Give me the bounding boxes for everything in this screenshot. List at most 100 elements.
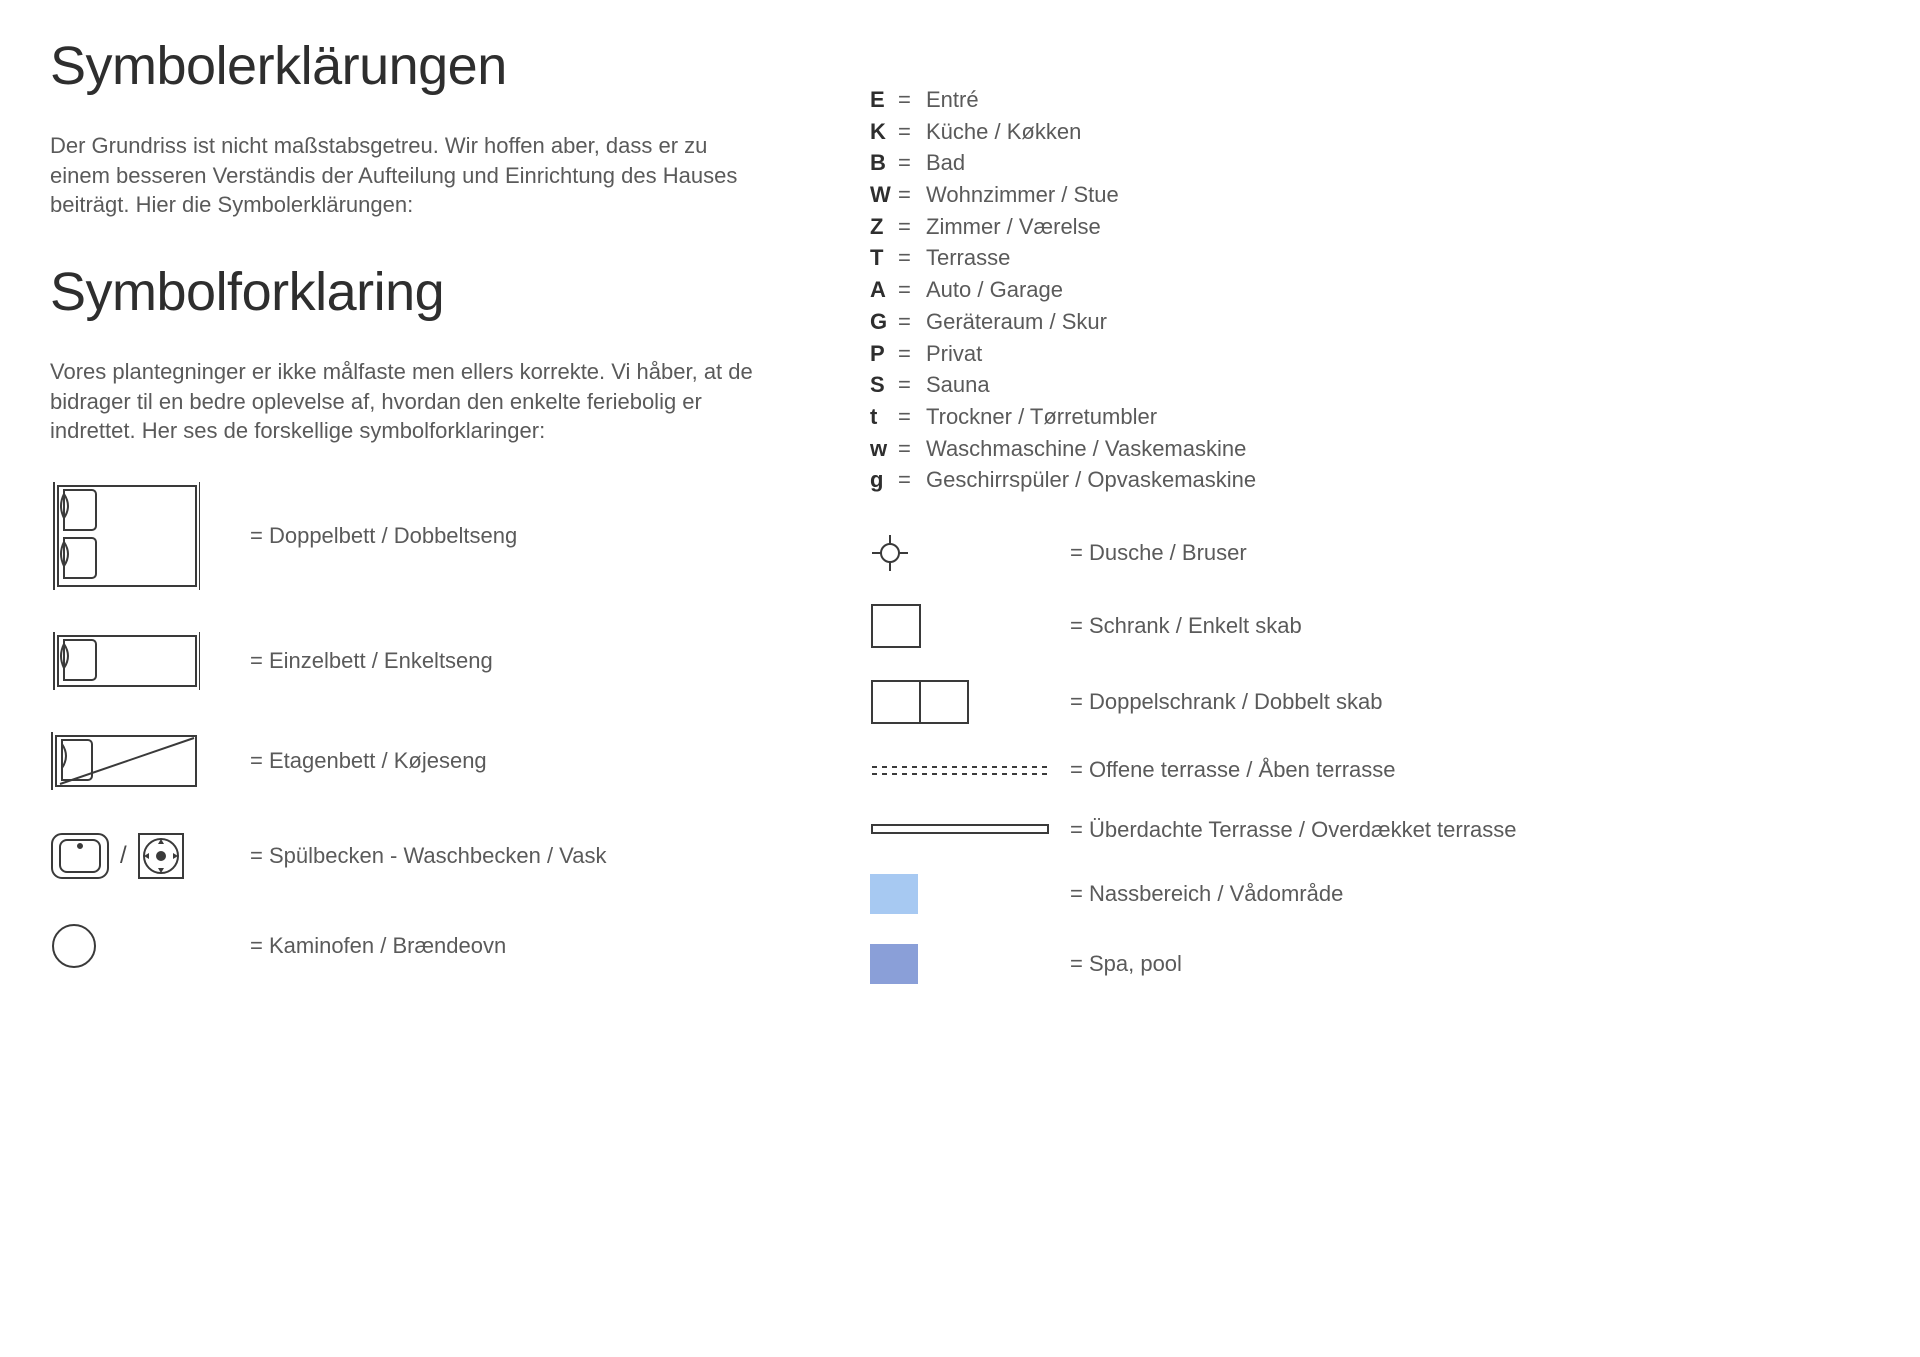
letter-row: G=Geräteraum / Skur: [870, 307, 1870, 337]
equals-sign: =: [898, 212, 926, 242]
letter-key: E: [870, 85, 898, 115]
equals-sign: =: [898, 370, 926, 400]
symbol-label: = Überdachte Terrasse / Overdækket terra…: [1070, 815, 1517, 845]
letter-key: W: [870, 180, 898, 210]
equals-sign: =: [898, 465, 926, 495]
letter-legend: E=EntréK=Küche / KøkkenB=BadW=Wohnzimmer…: [870, 85, 1870, 495]
symbol-label: = Dusche / Bruser: [1070, 538, 1247, 568]
symbol-row: = Spa, pool: [870, 944, 1870, 984]
letter-value: Bad: [926, 148, 1870, 178]
heading-de: Symbolerklärungen: [50, 30, 790, 103]
letter-row: w=Waschmaschine / Vaskemaskine: [870, 434, 1870, 464]
letter-row: Z=Zimmer / Værelse: [870, 212, 1870, 242]
symbol-row: = Nassbereich / Vådområde: [870, 874, 1870, 914]
letter-key: w: [870, 434, 898, 464]
spa-pool-icon: [870, 944, 1070, 984]
symbol-label: = Offene terrasse / Åben terrasse: [1070, 755, 1396, 785]
symbol-row: = Doppelschrank / Dobbelt skab: [870, 679, 1870, 725]
sink-icon: /: [50, 832, 250, 880]
double-cabinet-icon: [870, 679, 1070, 725]
letter-value: Geschirrspüler / Opvaskemaskine: [926, 465, 1870, 495]
symbol-row: = Kaminofen / Brændeovn: [50, 922, 790, 970]
equals-sign: =: [898, 117, 926, 147]
left-column: Symbolerklärungen Der Grundriss ist nich…: [50, 30, 790, 1014]
slash-separator: /: [120, 840, 127, 872]
letter-value: Trockner / Tørretumbler: [926, 402, 1870, 432]
symbol-label: = Doppelschrank / Dobbelt skab: [1070, 687, 1382, 717]
letter-row: W=Wohnzimmer / Stue: [870, 180, 1870, 210]
single-cabinet-icon: [870, 603, 1070, 649]
letter-value: Terrasse: [926, 243, 1870, 273]
letter-value: Privat: [926, 339, 1870, 369]
letter-key: Z: [870, 212, 898, 242]
equals-sign: =: [898, 307, 926, 337]
letter-value: Geräteraum / Skur: [926, 307, 1870, 337]
letter-key: P: [870, 339, 898, 369]
equals-sign: =: [898, 180, 926, 210]
equals-sign: =: [898, 434, 926, 464]
letter-row: P=Privat: [870, 339, 1870, 369]
wet-area-icon: [870, 874, 1070, 914]
equals-sign: =: [898, 85, 926, 115]
symbol-label: = Einzelbett / Enkeltseng: [250, 646, 493, 676]
letter-key: g: [870, 465, 898, 495]
letter-row: E=Entré: [870, 85, 1870, 115]
letter-value: Zimmer / Værelse: [926, 212, 1870, 242]
symbol-row: = Schrank / Enkelt skab: [870, 603, 1870, 649]
letter-key: S: [870, 370, 898, 400]
right-column: E=EntréK=Küche / KøkkenB=BadW=Wohnzimmer…: [870, 30, 1870, 1014]
letter-key: G: [870, 307, 898, 337]
symbol-row: = Dusche / Bruser: [870, 533, 1870, 573]
letter-key: B: [870, 148, 898, 178]
letter-key: K: [870, 117, 898, 147]
page: Symbolerklärungen Der Grundriss ist nich…: [50, 30, 1870, 1014]
symbol-label: = Schrank / Enkelt skab: [1070, 611, 1302, 641]
letter-value: Waschmaschine / Vaskemaskine: [926, 434, 1870, 464]
letter-key: A: [870, 275, 898, 305]
symbol-label: = Etagenbett / Køjeseng: [250, 746, 487, 776]
letter-value: Küche / Køkken: [926, 117, 1870, 147]
single-bed-icon: [50, 632, 250, 690]
wet-area-swatch: [870, 874, 918, 914]
symbol-row: = Einzelbett / Enkeltseng: [50, 632, 790, 690]
letter-value: Auto / Garage: [926, 275, 1870, 305]
letter-row: S=Sauna: [870, 370, 1870, 400]
symbol-row: = Doppelbett / Dobbeltseng: [50, 482, 790, 590]
covered-terrace-icon: [870, 823, 1070, 835]
letter-row: t=Trockner / Tørretumbler: [870, 402, 1870, 432]
equals-sign: =: [898, 339, 926, 369]
intro-de: Der Grundriss ist nicht maßstabsgetreu. …: [50, 131, 770, 220]
letter-key: t: [870, 402, 898, 432]
stove-icon: [50, 922, 250, 970]
double-bed-icon: [50, 482, 250, 590]
letter-row: T=Terrasse: [870, 243, 1870, 273]
heading-da: Symbolforklaring: [50, 256, 790, 329]
letter-value: Wohnzimmer / Stue: [926, 180, 1870, 210]
open-terrace-icon: [870, 763, 1070, 777]
letter-row: g=Geschirrspüler / Opvaskemaskine: [870, 465, 1870, 495]
intro-da: Vores plantegninger er ikke målfaste men…: [50, 357, 770, 446]
equals-sign: =: [898, 275, 926, 305]
letter-value: Sauna: [926, 370, 1870, 400]
letter-row: K=Küche / Køkken: [870, 117, 1870, 147]
letter-value: Entré: [926, 85, 1870, 115]
letter-key: T: [870, 243, 898, 273]
symbol-label: = Kaminofen / Brændeovn: [250, 931, 506, 961]
symbol-label: = Spa, pool: [1070, 949, 1182, 979]
letter-row: A=Auto / Garage: [870, 275, 1870, 305]
equals-sign: =: [898, 148, 926, 178]
washbasin-icon: [137, 832, 185, 880]
equals-sign: =: [898, 243, 926, 273]
symbol-row: = Überdachte Terrasse / Overdækket terra…: [870, 815, 1870, 845]
symbol-label: = Nassbereich / Vådområde: [1070, 879, 1343, 909]
symbol-row: / = Spülbecken - Waschbecken / Vask: [50, 832, 790, 880]
symbol-label: = Doppelbett / Dobbeltseng: [250, 521, 517, 551]
letter-row: B=Bad: [870, 148, 1870, 178]
symbol-row: = Etagenbett / Køjeseng: [50, 732, 790, 790]
spa-pool-swatch: [870, 944, 918, 984]
symbol-row: = Offene terrasse / Åben terrasse: [870, 755, 1870, 785]
equals-sign: =: [898, 402, 926, 432]
shower-icon: [870, 533, 1070, 573]
symbol-label: = Spülbecken - Waschbecken / Vask: [250, 841, 606, 871]
bunk-bed-icon: [50, 732, 250, 790]
